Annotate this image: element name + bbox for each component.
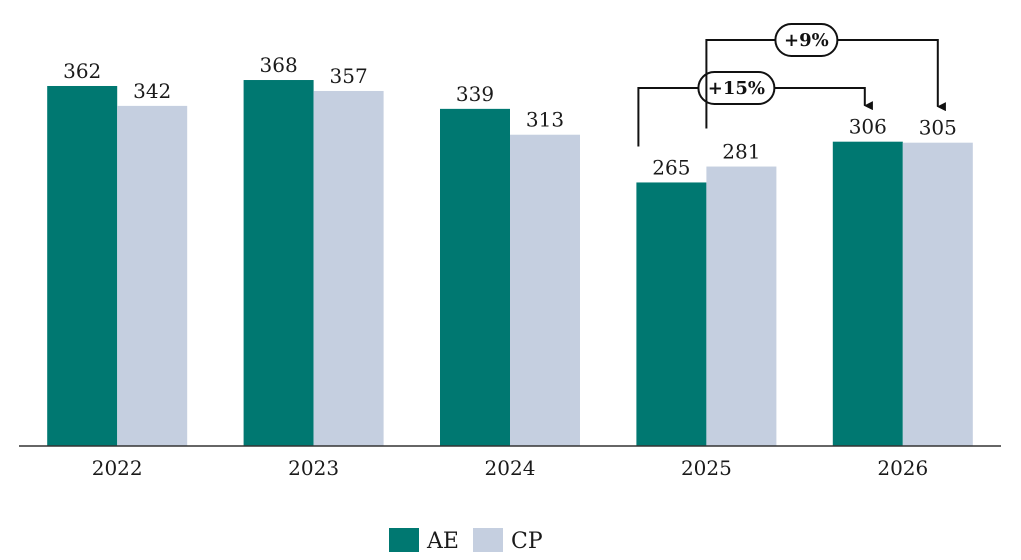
bar-ae-2022 — [47, 85, 118, 446]
value-label-ae-2024: 339 — [456, 82, 494, 106]
legend-label-ae: AE — [426, 529, 459, 554]
bar-ae-2023 — [243, 80, 314, 447]
bar-cp-2026 — [902, 142, 973, 447]
bar-ae-2024 — [440, 108, 510, 446]
x-tick-label-2022: 2022 — [92, 456, 143, 480]
value-label-cp-2026: 305 — [919, 116, 957, 140]
legend-label-cp: CP — [511, 529, 543, 554]
value-label-cp-2025: 281 — [722, 140, 760, 164]
x-tick-label-2024: 2024 — [485, 456, 536, 480]
x-tick-label-2026: 2026 — [877, 456, 928, 480]
legend-swatch-cp — [473, 528, 503, 552]
bars-group — [47, 80, 973, 447]
value-label-ae-2022: 362 — [63, 59, 101, 83]
x-tick-label-2025: 2025 — [681, 456, 732, 480]
annotation-pill-2 — [774, 23, 839, 57]
bar-cp-2022 — [117, 105, 188, 447]
bar-cp-2023 — [313, 90, 384, 446]
bar-ae-2026 — [832, 141, 903, 447]
value-labels-group: 362 342 368 357 339 313 265 281 306 305 — [63, 53, 957, 179]
annotation-label-1: +15% — [708, 78, 765, 99]
legend-swatch-ae — [389, 528, 419, 552]
bar-cp-2024 — [510, 134, 580, 446]
bar-ae-2025 — [636, 182, 707, 446]
value-label-cp-2024: 313 — [526, 108, 564, 132]
bar-cp-2025 — [706, 166, 777, 446]
annotations-group: +15% +9% — [637, 23, 946, 147]
value-label-ae-2026: 306 — [849, 115, 887, 139]
x-tick-labels-group: 2022 2023 2024 2025 2026 — [92, 456, 929, 480]
value-label-cp-2022: 342 — [133, 79, 171, 103]
value-label-ae-2023: 368 — [260, 53, 298, 77]
annotation-pill-1 — [697, 71, 776, 105]
legend: AE CP — [389, 528, 543, 554]
x-tick-label-2023: 2023 — [288, 456, 339, 480]
annotation-label-2: +9% — [784, 30, 829, 51]
value-label-cp-2023: 357 — [330, 64, 368, 88]
value-label-ae-2025: 265 — [652, 155, 690, 179]
